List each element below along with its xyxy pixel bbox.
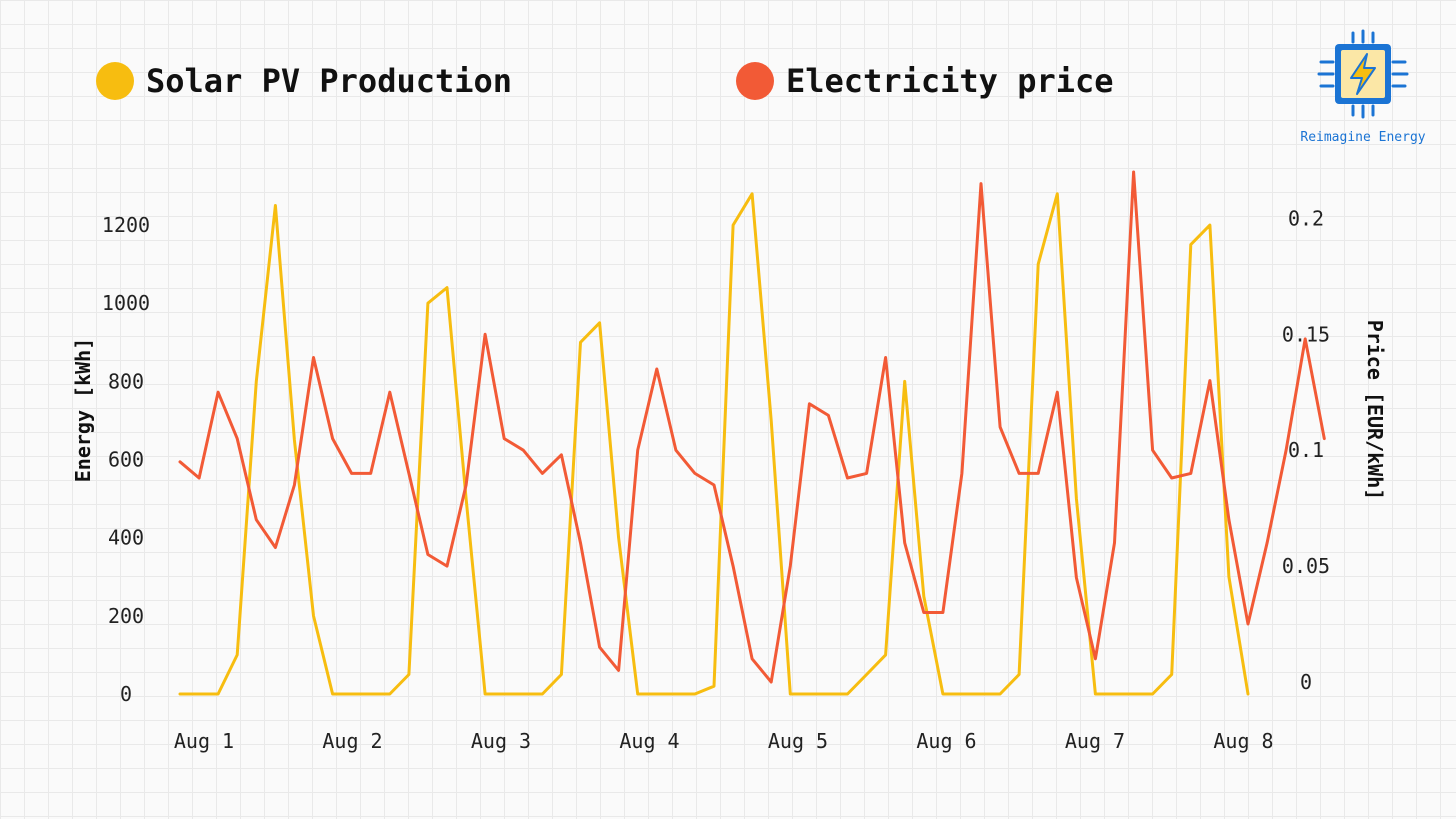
- legend-solar: Solar PV Production: [96, 62, 512, 100]
- series-line-price: [178, 170, 1326, 684]
- x-tick-label: Aug 5: [768, 729, 828, 753]
- x-tick-label: Aug 7: [1065, 729, 1125, 753]
- brand-name: Reimagine Energy: [1300, 130, 1426, 145]
- lightning-chip-icon: [1317, 29, 1409, 119]
- y-tick-label: 0: [120, 682, 132, 706]
- legend-solar-dot: [96, 62, 134, 100]
- x-axis: Aug 1 Aug 2 Aug 3 Aug 4 Aug 5 Aug 6 Aug 7 Aug 8: [174, 729, 1274, 753]
- y-tick-label: 200: [108, 604, 144, 628]
- y-axis-title: Energy [kWh]: [71, 338, 95, 483]
- y2-tick-label: 0.1: [1288, 438, 1324, 462]
- x-tick-label: Aug 2: [322, 729, 382, 753]
- series-line-solar: [178, 192, 1250, 696]
- chart-lines: [178, 170, 1326, 696]
- y2-tick-label: 0.15: [1282, 322, 1330, 346]
- legend-solar-label: Solar PV Production: [146, 62, 513, 100]
- x-tick-label: Aug 1: [174, 729, 234, 753]
- legend-price-label: Electricity price: [786, 62, 1114, 100]
- y-tick-label: 1200: [102, 213, 150, 237]
- legend-price: Electricity price: [736, 62, 1114, 100]
- y2-axis-title: Price [EUR/kWh]: [1363, 320, 1387, 501]
- y2-tick-label: 0.2: [1288, 206, 1324, 230]
- y-tick-label: 400: [108, 526, 144, 550]
- y-tick-label: 800: [108, 369, 144, 393]
- x-tick-label: Aug 4: [619, 729, 679, 753]
- y2-tick-label: 0.05: [1282, 554, 1330, 578]
- y-axis-left: 0 200 400 600 800 1000 1200: [102, 213, 150, 706]
- y-tick-label: 1000: [102, 291, 150, 315]
- y-tick-label: 600: [108, 448, 144, 472]
- x-tick-label: Aug 6: [916, 729, 976, 753]
- legend-price-dot: [736, 62, 774, 100]
- x-tick-label: Aug 8: [1213, 729, 1273, 753]
- y2-tick-label: 0: [1300, 670, 1312, 694]
- brand-logo: Reimagine Energy: [1288, 28, 1438, 145]
- x-tick-label: Aug 3: [471, 729, 531, 753]
- y-axis-right: 0 0.05 0.1 0.15 0.2: [1282, 206, 1330, 694]
